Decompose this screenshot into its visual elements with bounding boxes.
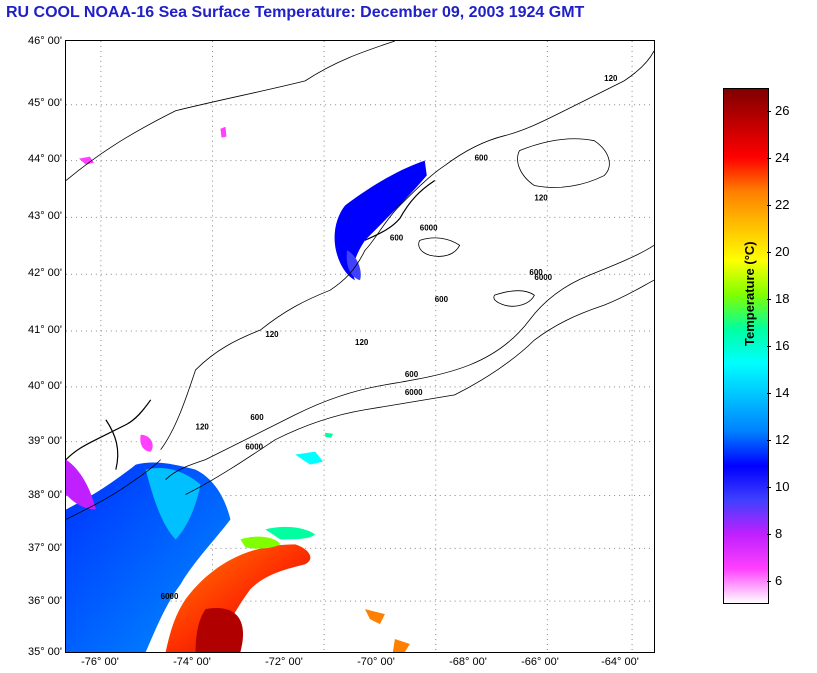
bathy-label: 120 <box>265 330 279 339</box>
lat-label: 41° 00' <box>27 324 62 336</box>
colorbar-tick-mark <box>767 111 771 113</box>
bathy-label: 600 <box>250 413 264 422</box>
bathy-label: 600 <box>529 268 543 277</box>
bathy-label: 600 <box>390 233 404 242</box>
colorbar-tick-mark <box>767 533 771 535</box>
lon-label: -74° 00' <box>173 656 211 668</box>
coastline-bathymetry <box>66 41 654 520</box>
colorbar-tick-label: 26 <box>775 103 790 119</box>
lon-label: -76° 00' <box>81 656 119 668</box>
bathy-label: 6000 <box>534 273 552 282</box>
lat-label: 36° 00' <box>27 595 62 607</box>
colorbar-tick-label: 10 <box>775 478 790 494</box>
colorbar-tick-mark <box>767 580 771 582</box>
colorbar-tick-mark <box>767 205 771 207</box>
colorbar-tick-label: 12 <box>775 431 790 447</box>
bathy-label: 120 <box>355 338 369 347</box>
bathy-label: 600 <box>435 295 449 304</box>
temperature-colorbar <box>723 88 769 604</box>
bathy-label: 6000 <box>420 223 438 232</box>
map-canvas: 120 600 6000 600 6000 120 600 6000 120 6… <box>66 41 654 652</box>
colorbar-tick-label: 22 <box>775 197 790 213</box>
bathy-label: 600 <box>475 154 489 163</box>
colorbar-tick-label: 24 <box>775 150 790 166</box>
colorbar-tick-label: 16 <box>775 338 790 353</box>
bathy-label: 120 <box>534 193 548 202</box>
lat-label: 37° 00' <box>27 542 62 554</box>
bathy-label: 6000 <box>405 388 423 397</box>
colorbar-tick-mark <box>767 158 771 160</box>
map-title: RU COOL NOAA-16 Sea Surface Temperature:… <box>6 4 585 21</box>
colorbar-tick-label: 18 <box>775 291 790 307</box>
colorbar-tick-label: 14 <box>775 384 790 400</box>
colorbar-tick-mark <box>767 252 771 254</box>
lat-label: 45° 00' <box>27 97 62 109</box>
bathy-label: 600 <box>405 370 419 379</box>
lat-label: 44° 00' <box>27 153 62 165</box>
colorbar-tick-mark <box>767 346 771 347</box>
sst-data-layer <box>66 126 427 652</box>
lon-label: -70° 00' <box>357 656 395 668</box>
bathy-label: 6000 <box>161 592 179 601</box>
sst-map[interactable]: 120 600 6000 600 6000 120 600 6000 120 6… <box>65 40 655 653</box>
lat-label: 35° 00' <box>27 646 62 658</box>
colorbar-tick-label: 6 <box>775 572 783 588</box>
lat-label: 42° 00' <box>27 267 62 279</box>
lon-label: -68° 00' <box>449 656 487 668</box>
colorbar-tick-mark <box>767 486 771 488</box>
colorbar-tick-label: 8 <box>775 525 783 541</box>
lat-label: 40° 00' <box>27 380 62 392</box>
lat-label: 43° 00' <box>27 210 62 222</box>
bathy-label: 120 <box>196 423 210 432</box>
lon-label: -66° 00' <box>521 656 559 668</box>
colorbar-tick-mark <box>767 392 771 394</box>
lon-label: -72° 00' <box>265 656 303 668</box>
colorbar-tick-mark <box>767 439 771 441</box>
lon-label: -64° 00' <box>601 656 639 668</box>
coastline-detail <box>66 180 436 470</box>
bathymetry-labels: 120 600 6000 600 6000 120 600 6000 120 6… <box>161 74 618 601</box>
lat-label: 38° 00' <box>27 489 62 501</box>
lat-label: 39° 00' <box>27 435 62 447</box>
bathy-label: 6000 <box>245 443 263 452</box>
colorbar-tick-mark <box>767 299 771 301</box>
bathy-label: 120 <box>604 74 618 83</box>
colorbar-label: Temperature (°C) <box>742 241 757 346</box>
lat-label: 46° 00' <box>27 35 62 47</box>
colorbar-tick-label: 20 <box>775 244 790 260</box>
